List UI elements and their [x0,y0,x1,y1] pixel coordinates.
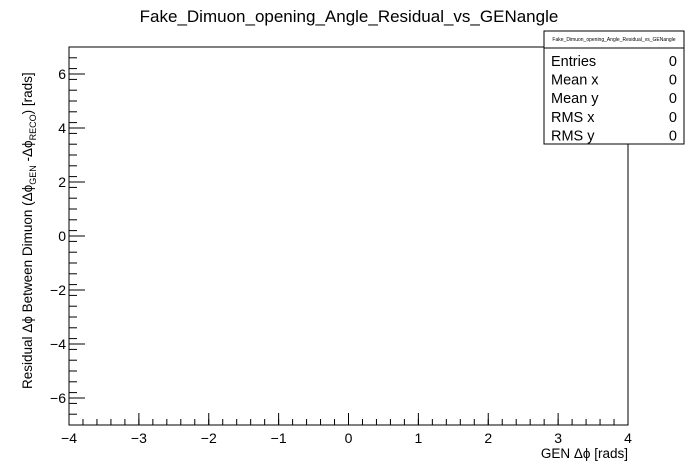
x-tick-label: 1 [414,430,422,446]
x-tick-label: 3 [554,430,562,446]
x-tick-label: 0 [345,430,353,446]
y-tick-label: 4 [58,120,66,136]
y-tick-label: 2 [58,174,66,190]
y-axis-label-prefix: Residual Δϕ Between Dimuon (Δϕ [20,184,35,389]
stats-row-value: 0 [669,54,677,70]
y-tick-label: 0 [58,228,66,244]
x-tick-label: 4 [624,430,632,446]
y-tick-label: 6 [58,66,66,82]
stats-box-rows: Entries 0 Mean x 0 Mean y 0 RMS x 0 RMS y 0 [551,54,677,144]
y-axis-label-suffix: ) [rads] [20,72,35,114]
chart-title: Fake_Dimuon_opening_Angle_Residual_vs_GE… [140,7,559,26]
x-tick-label: −1 [271,430,287,446]
stats-row-label: Mean y [551,91,599,107]
stats-row-label: Entries [551,54,596,70]
stats-row-value: 0 [669,128,677,144]
y-axis-label: Residual Δϕ Between Dimuon (ΔϕGEN -ΔϕREC… [20,72,38,389]
stats-box: Fake_Dimuon_opening_Angle_Residual_vs_GE… [543,30,685,145]
stats-box-title: Fake_Dimuon_opening_Angle_Residual_vs_GE… [552,37,675,43]
stats-row-value: 0 [669,110,677,126]
stats-row-label: RMS y [551,128,595,144]
x-tick-label: −2 [201,430,217,446]
x-tick-label: −4 [61,430,77,446]
x-axis-label: GEN Δϕ [rads] [541,446,628,461]
y-tick-label: −4 [50,336,66,352]
y-axis: −6 −4 −2 0 2 4 6 [50,46,85,426]
x-axis: −4 −3 −2 −1 0 1 2 3 4 [61,413,632,446]
y-axis-label-sub-gen: GEN [28,165,38,185]
stats-row-value: 0 [669,73,677,89]
stats-row-value: 0 [669,91,677,107]
stats-row-label: RMS x [551,110,595,126]
y-axis-label-mid: -Δϕ [20,140,35,165]
x-tick-label: −3 [131,430,147,446]
stats-row-label: Mean x [551,73,599,89]
y-axis-label-sub-reco: RECO [28,114,38,140]
y-tick-label: −2 [50,282,66,298]
y-tick-label: −6 [50,390,66,406]
x-tick-label: 2 [484,430,492,446]
stats-box-frame [543,30,685,145]
